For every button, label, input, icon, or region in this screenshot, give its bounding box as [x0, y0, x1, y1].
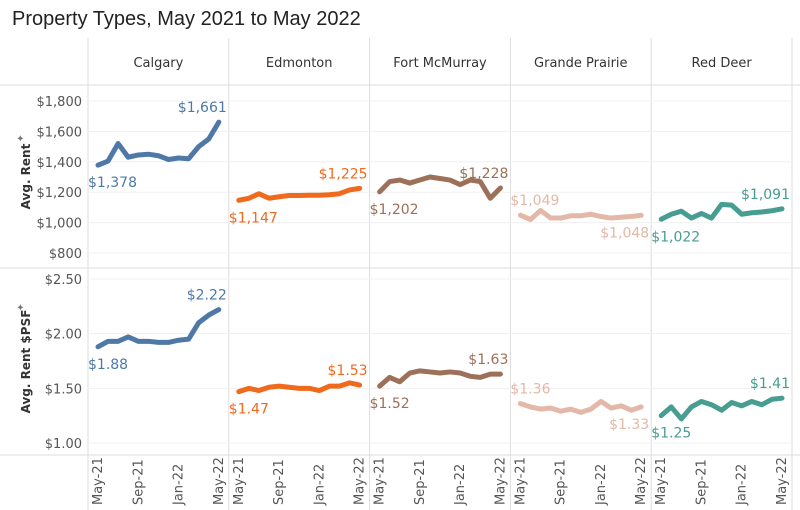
y-tick-label: $1,000 [37, 217, 83, 232]
start-data-label: $1,378 [88, 175, 137, 191]
x-tick-label: May-22 [212, 457, 227, 505]
start-data-label: $1.47 [229, 402, 269, 418]
x-tick-label: Sep-21 [413, 459, 428, 505]
y-tick-label: $1,800 [37, 95, 83, 110]
end-data-label: $1.41 [750, 376, 790, 392]
x-tick-label: Jan-22 [594, 464, 609, 506]
series-line-grande-prairie [517, 398, 644, 415]
series-line-red-deer [658, 201, 785, 222]
chart-title: Property Types, May 2021 to May 2022 [12, 8, 361, 30]
series-line-grande-prairie [517, 207, 644, 223]
x-tick-label: May-21 [373, 457, 388, 505]
y-tick-label: $1,400 [37, 156, 83, 171]
end-data-label: $1.53 [328, 363, 368, 379]
start-data-label: $1.52 [370, 396, 410, 412]
end-data-label: $1,048 [600, 225, 649, 241]
x-tick-label: May-22 [775, 457, 790, 505]
x-tick-label: Jan-22 [312, 464, 327, 506]
y-tick-label: $2.50 [45, 273, 82, 288]
end-data-label: $1,228 [459, 166, 508, 182]
x-tick-label: May-21 [232, 457, 247, 505]
end-data-label: $1,661 [178, 100, 227, 116]
y-tick-label: $1,200 [37, 186, 83, 201]
series-line-edmonton [236, 380, 363, 395]
start-data-label: $1,202 [370, 202, 419, 218]
pin-icon: ✦ [16, 134, 27, 142]
x-tick-label: Sep-21 [272, 459, 287, 505]
y-tick-label: $2.00 [45, 328, 82, 343]
series-line-red-deer [658, 395, 785, 422]
end-data-label: $1.63 [468, 352, 508, 368]
start-data-label: $1.36 [510, 382, 550, 398]
x-tick-label: Jan-22 [172, 464, 187, 506]
x-tick-label: May-21 [654, 457, 669, 505]
x-tick-label: May-22 [353, 457, 368, 505]
x-tick-label: May-22 [634, 457, 649, 505]
panel-header-red-deer: Red Deer [692, 56, 753, 71]
x-tick-label: May-21 [513, 457, 528, 505]
start-data-label: $1.25 [651, 426, 691, 442]
series-line-calgary [95, 307, 222, 350]
end-data-label: $1,225 [319, 166, 368, 182]
series-line-calgary [95, 119, 222, 168]
pin-icon: ✦ [16, 303, 27, 311]
end-data-label: $2.22 [187, 288, 227, 304]
start-data-label: $1,022 [651, 229, 700, 245]
y-axis-title: Avg. Rent $PSF [19, 310, 33, 414]
panel-header-calgary: Calgary [133, 56, 183, 71]
start-data-label: $1,049 [510, 193, 559, 209]
series-line-edmonton [236, 185, 363, 203]
y-tick-label: $800 [49, 247, 82, 262]
x-tick-label: Jan-22 [453, 464, 468, 506]
panel-header-edmonton: Edmonton [266, 56, 333, 71]
x-tick-label: Sep-21 [554, 459, 569, 505]
x-tick-label: Sep-21 [694, 459, 709, 505]
end-data-label: $1.33 [609, 417, 649, 433]
x-tick-label: Sep-21 [131, 459, 146, 505]
y-axis-title: Avg. Rent [19, 143, 33, 209]
y-tick-label: $1,600 [37, 125, 83, 140]
y-tick-label: $1.50 [45, 382, 82, 397]
x-tick-label: Jan-22 [735, 464, 750, 506]
start-data-label: $1,147 [229, 210, 278, 226]
series-line-fort-mcmurray [377, 368, 503, 389]
start-data-label: $1.88 [88, 357, 128, 373]
panel-header-grande-prairie: Grande Prairie [534, 56, 628, 71]
x-tick-label: May-21 [91, 457, 106, 505]
panel-header-fort-mcmurray: Fort McMurray [393, 56, 487, 71]
end-data-label: $1,091 [741, 187, 790, 203]
x-tick-label: May-22 [493, 457, 508, 505]
y-tick-label: $1.00 [45, 437, 82, 452]
